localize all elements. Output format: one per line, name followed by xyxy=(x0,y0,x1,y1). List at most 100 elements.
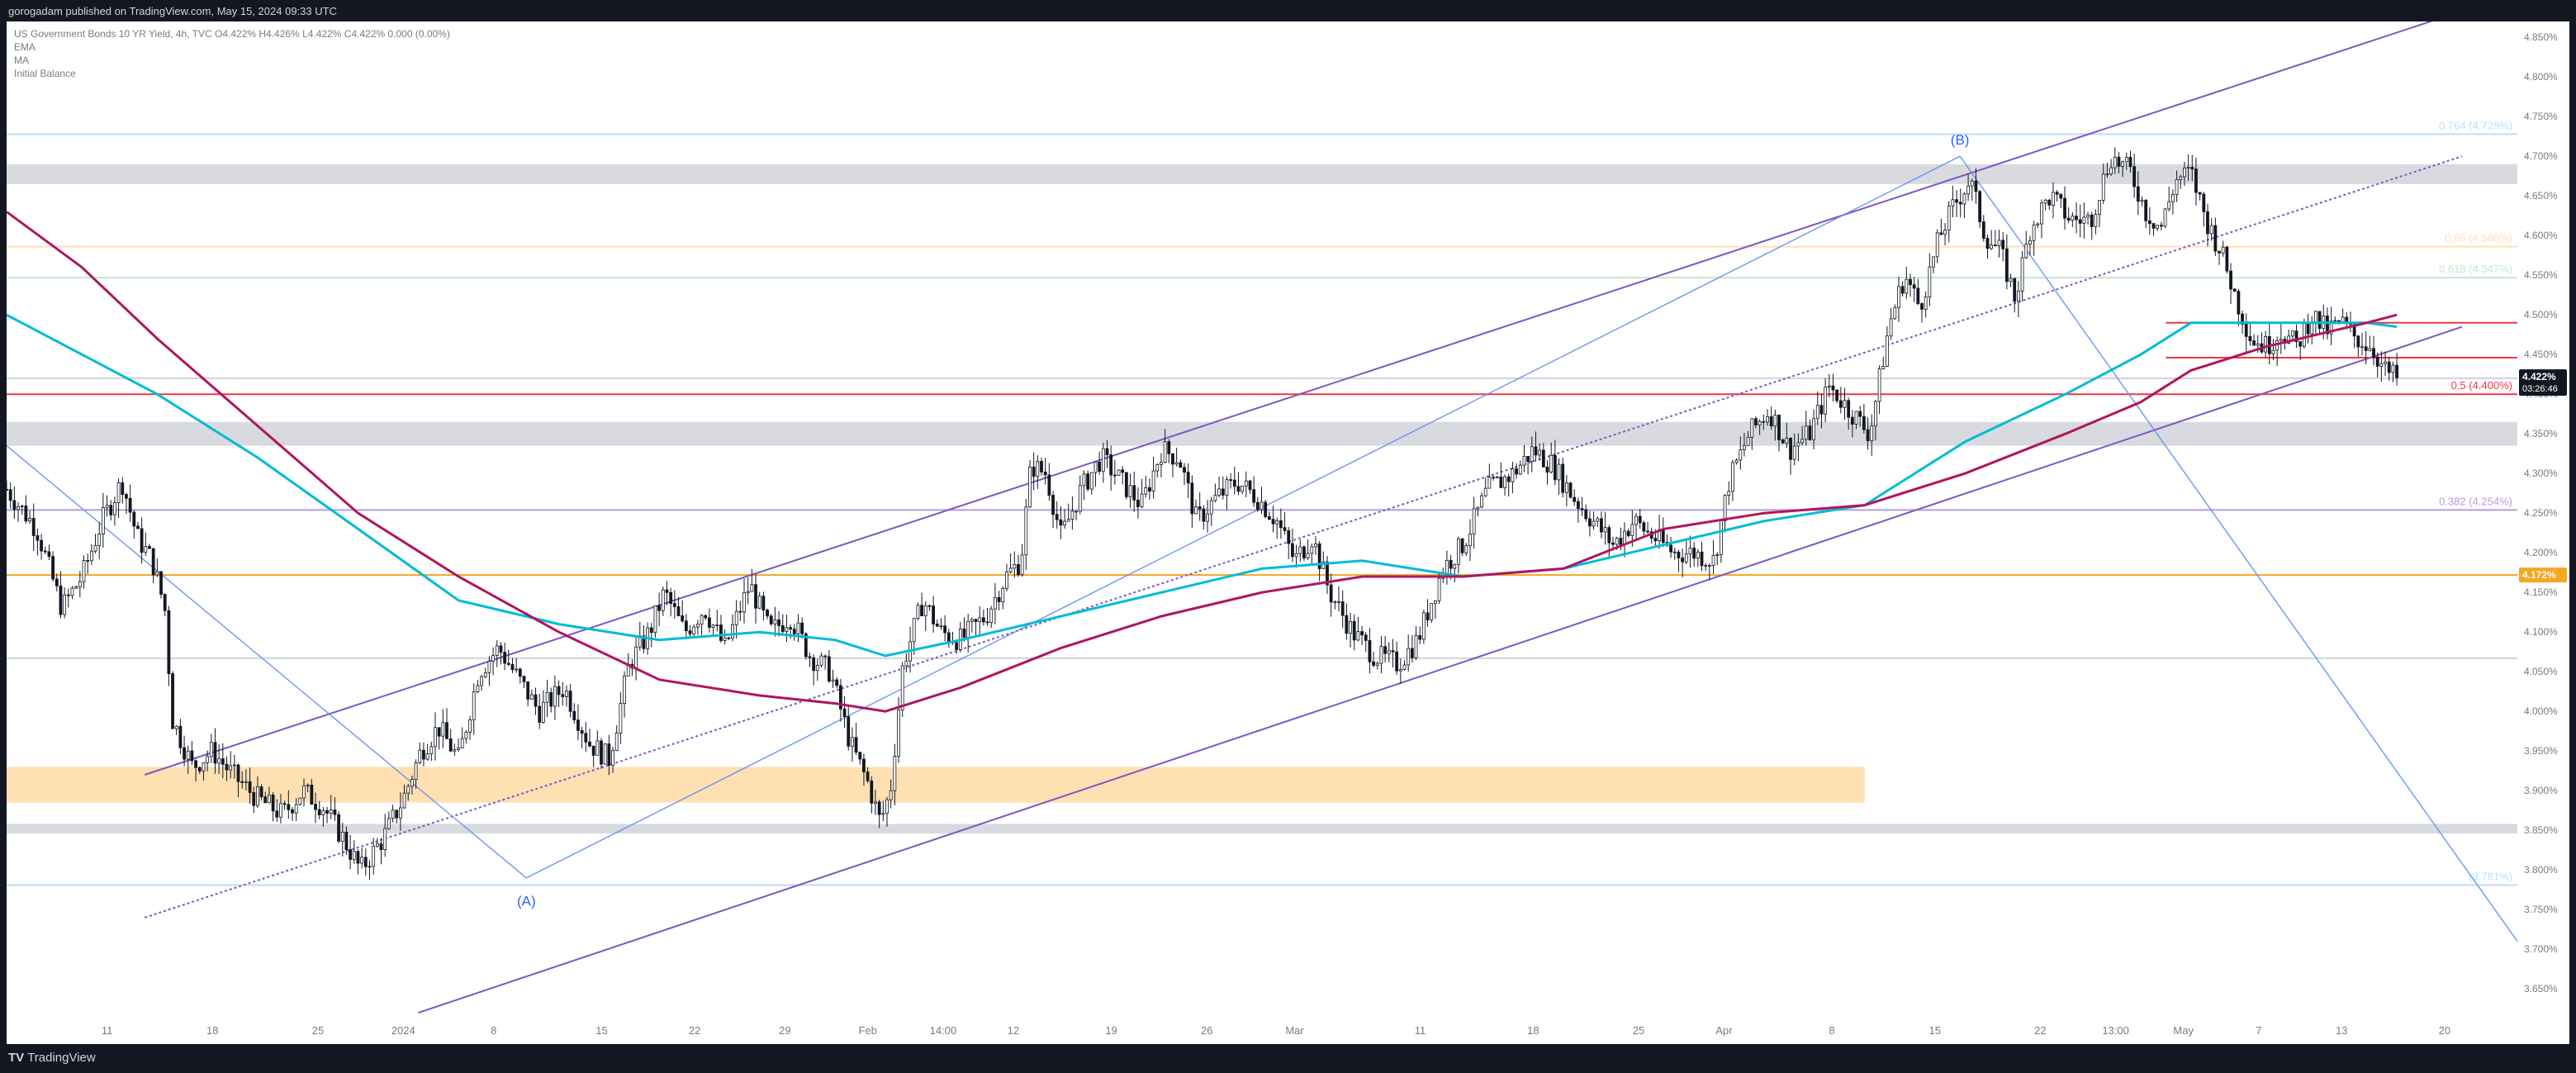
candle-body xyxy=(2094,214,2098,227)
candle-body xyxy=(252,792,256,806)
candle-body xyxy=(491,655,496,662)
candle-body xyxy=(1391,650,1395,653)
y-axis-tick-label: 4.850% xyxy=(2524,31,2558,43)
indicator-ema[interactable]: EMA xyxy=(14,41,36,53)
candle-body xyxy=(2121,161,2125,167)
candle-body xyxy=(1298,546,1302,554)
candle-body xyxy=(1990,245,1994,249)
candle-body xyxy=(1568,482,1573,498)
candle-body xyxy=(457,748,460,750)
candle-body xyxy=(1352,620,1356,641)
candle-body xyxy=(1985,238,1990,249)
candle-body xyxy=(1734,459,1739,463)
candle-body xyxy=(2075,216,2078,221)
candle-body xyxy=(163,594,167,611)
candle-body xyxy=(923,605,927,616)
candle-body xyxy=(792,629,796,634)
x-axis-tick-label: 11 xyxy=(102,1024,113,1037)
candle-body xyxy=(24,506,28,522)
candle-body xyxy=(395,809,399,819)
candle-body xyxy=(1584,509,1588,520)
candle-body xyxy=(692,626,696,634)
candle-body xyxy=(1789,438,1792,460)
candle-body xyxy=(549,691,553,707)
indicator-ma[interactable]: MA xyxy=(14,55,29,66)
axis-price-label: 4.422% xyxy=(2522,371,2556,382)
candle-body xyxy=(259,786,263,797)
candle-body xyxy=(2317,311,2322,330)
candle-body xyxy=(1750,418,1754,438)
candle-body xyxy=(1743,444,1746,450)
candle-body xyxy=(51,556,55,580)
candle-body xyxy=(1241,486,1245,492)
price-chart[interactable]: 0.764 (4.728%) 0.65 (4.586%) 0.618 (4.547%… xyxy=(7,21,2569,1044)
candle-body xyxy=(2163,208,2167,227)
candle-body xyxy=(1672,551,1677,553)
candle-body xyxy=(1209,500,1213,515)
left-frame xyxy=(0,21,7,1044)
candle-body xyxy=(2333,320,2337,322)
candle-body xyxy=(1487,477,1492,489)
candle-body xyxy=(352,851,356,860)
candle-body xyxy=(1812,418,1815,440)
x-axis-tick-label: 26 xyxy=(1201,1024,1212,1037)
candle-body xyxy=(144,546,148,553)
candle-body xyxy=(1368,639,1372,662)
candle-body xyxy=(742,592,746,613)
candle-body xyxy=(1314,544,1317,548)
candle-body xyxy=(480,676,483,686)
candle-body xyxy=(1731,462,1734,492)
candle-body xyxy=(1564,482,1568,493)
y-axis-tick-label: 3.900% xyxy=(2524,785,2558,796)
candle-body xyxy=(487,661,491,674)
y-axis-tick-label: 4.800% xyxy=(2524,71,2558,83)
candle-body xyxy=(711,624,715,628)
candle-body xyxy=(2229,270,2232,290)
price-zone xyxy=(7,421,2517,446)
candle-body xyxy=(1121,469,1125,473)
candle-body xyxy=(874,801,877,804)
x-axis-tick-label: May xyxy=(2173,1024,2194,1037)
candle-body xyxy=(1758,420,1762,425)
candle-body xyxy=(607,743,611,766)
candle-body xyxy=(591,745,595,756)
candle-body xyxy=(1886,335,1889,367)
candle-body xyxy=(642,635,646,649)
price-zone xyxy=(7,164,2517,184)
candle-body xyxy=(1244,480,1248,487)
candle-body xyxy=(1229,479,1233,482)
candle-body xyxy=(1317,544,1321,569)
candle-body xyxy=(904,660,908,667)
y-axis-tick-label: 4.200% xyxy=(2524,547,2558,558)
x-axis-tick-label: 7 xyxy=(2256,1024,2261,1037)
candle-body xyxy=(2098,200,2101,216)
candle-body xyxy=(1326,561,1329,586)
fib-level-label: (3.781%) xyxy=(2469,870,2512,882)
candle-body xyxy=(935,624,939,627)
candle-body xyxy=(994,596,997,610)
axis-price-label: 4.172% xyxy=(2522,569,2556,581)
candle-body xyxy=(1040,461,1043,472)
candle-body xyxy=(2132,166,2137,188)
candle-body xyxy=(445,722,448,739)
candle-body xyxy=(148,546,151,549)
candle-body xyxy=(2395,364,2398,378)
candle-body xyxy=(1862,415,1866,430)
wave-guide-line xyxy=(1959,155,2518,942)
candle-body xyxy=(1978,191,1982,222)
tradingview-logo[interactable]: TV TradingView xyxy=(8,1051,96,1065)
candle-body xyxy=(1669,544,1673,553)
candle-body xyxy=(1607,527,1611,544)
candle-body xyxy=(2020,257,2024,292)
candle-body xyxy=(1480,495,1483,508)
candle-body xyxy=(1294,553,1298,558)
candle-body xyxy=(785,627,789,632)
candle-body xyxy=(448,738,453,752)
candle-body xyxy=(614,732,619,752)
indicator-initial-balance[interactable]: Initial Balance xyxy=(14,68,76,79)
candle-body xyxy=(2232,288,2237,292)
candle-body xyxy=(387,818,391,829)
candle-body xyxy=(1101,448,1105,472)
candle-body xyxy=(2052,192,2055,206)
candle-body xyxy=(2078,219,2082,224)
